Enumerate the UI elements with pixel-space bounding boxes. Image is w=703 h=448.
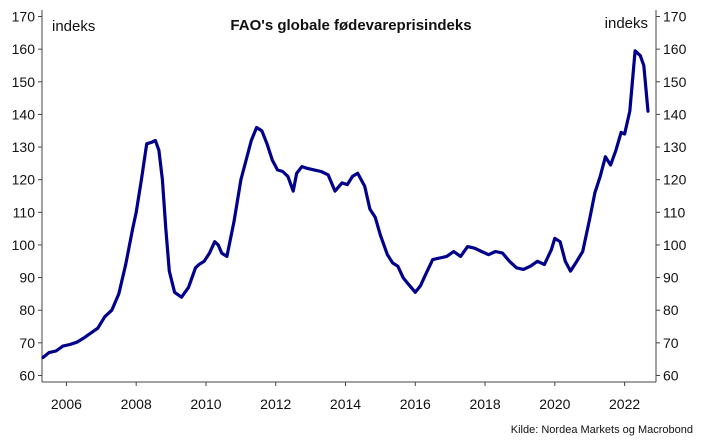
chart-title: FAO's globale fødevareprisindeks (230, 17, 471, 34)
y-tick-label-right: 70 (663, 335, 679, 351)
right-axis-unit-label: indeks (605, 15, 648, 32)
y-tick-label-left: 110 (13, 204, 36, 220)
y-tick-label-left: 90 (19, 270, 35, 286)
y-tick-label-right: 140 (663, 106, 687, 122)
series-line-food-price-index (41, 49, 650, 360)
y-tick-label-right: 100 (663, 237, 687, 253)
y-tick-label-left: 70 (19, 335, 35, 351)
x-tick-label: 2012 (260, 396, 291, 412)
y-tick-label-left: 150 (12, 74, 36, 90)
source-note: Kilde: Nordea Markets og Macrobond (511, 424, 693, 436)
x-tick-label: 2008 (121, 396, 152, 412)
y-tick-label-left: 100 (12, 237, 36, 253)
y-tick-label-right: 80 (663, 302, 679, 318)
x-tick-label: 2016 (400, 396, 431, 412)
y-tick-label-left: 170 (12, 9, 36, 25)
y-tick-label-right: 90 (663, 270, 679, 286)
y-tick-label-right: 150 (663, 74, 687, 90)
y-tick-label-right: 110 (663, 204, 686, 220)
y-tick-label-right: 160 (663, 41, 687, 57)
x-tick-label: 2006 (51, 396, 82, 412)
left-axis-unit-label: indeks (52, 18, 95, 35)
y-tick-label-left: 80 (19, 302, 35, 318)
y-tick-label-right: 130 (663, 139, 687, 155)
y-tick-label-right: 60 (663, 367, 679, 383)
y-tick-label-right: 170 (663, 9, 687, 25)
series-layer (41, 49, 650, 360)
y-tick-label-left: 130 (12, 139, 36, 155)
chart-axes: 60 60 70 70 80 80 90 90 100 100 110 110 120 120 130 130… (12, 9, 687, 412)
x-tick-label: 2022 (609, 396, 640, 412)
x-tick-label: 2020 (539, 396, 570, 412)
y-tick-label-left: 60 (19, 367, 35, 383)
y-tick-label-left: 140 (12, 106, 36, 122)
x-tick-label: 2018 (469, 396, 500, 412)
y-tick-label-right: 120 (663, 172, 687, 188)
x-tick-label: 2010 (190, 396, 221, 412)
y-tick-label-left: 160 (12, 41, 36, 57)
y-tick-label-left: 120 (12, 172, 36, 188)
x-tick-label: 2014 (330, 396, 361, 412)
